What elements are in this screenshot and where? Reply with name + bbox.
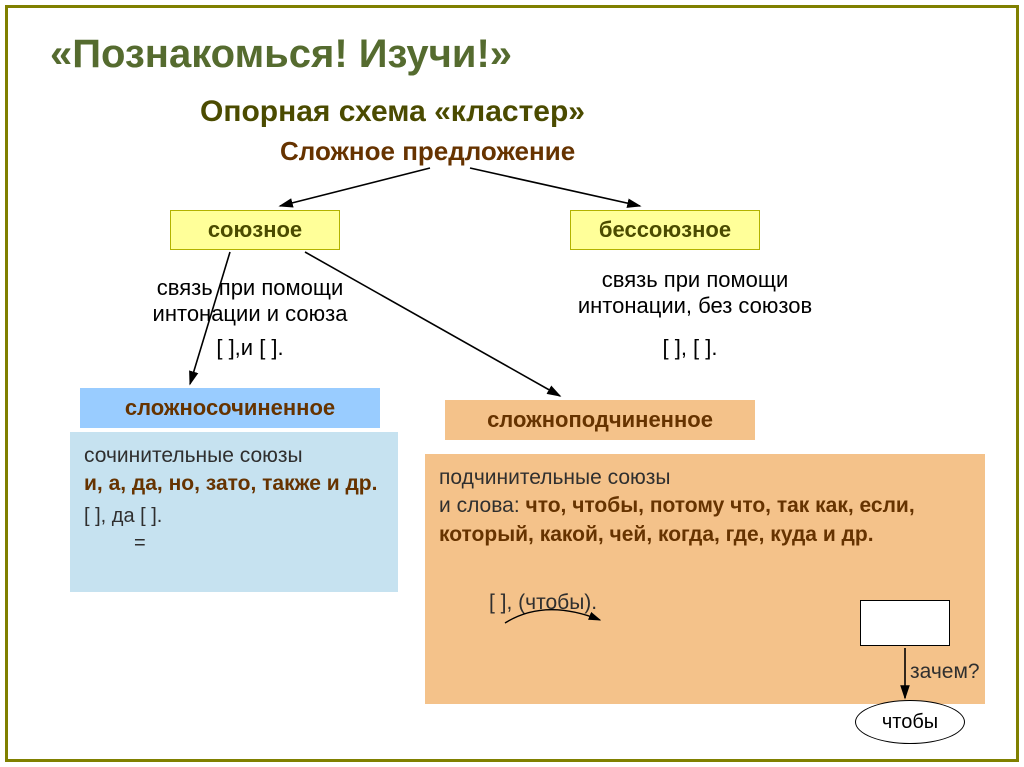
band-ssp: сложносочиненное (80, 388, 380, 428)
desc-nounion: связь при помощи интонации, без союзов (555, 267, 835, 319)
pattern-union: [ ],и [ ]. (150, 335, 350, 361)
band-spp: сложноподчиненное (445, 400, 755, 440)
spp-question: зачем? (910, 660, 980, 684)
heading: Сложное предложение (280, 136, 575, 167)
panel-ssp: сочинительные союзы и, а, да, но, зато, … (70, 432, 398, 592)
ssp-pattern: [ ], да [ ]. (84, 503, 384, 530)
desc-union: связь при помощи интонации и союза (120, 275, 380, 327)
subtitle: Опорная схема «кластер» (200, 95, 585, 129)
box-union: союзное (170, 210, 340, 250)
spp-answer-ellipse: чтобы (855, 700, 965, 744)
main-title: «Познакомься! Изучи!» (50, 32, 512, 77)
spp-line2-wrap: и слова: что, чтобы, потому что, так как… (439, 492, 971, 549)
ssp-eq: = (84, 530, 384, 557)
spp-line2: и слова: (439, 494, 526, 517)
ssp-bold: и, а, да, но, зато, также и др. (84, 470, 384, 498)
spp-line1: подчинительные союзы (439, 464, 971, 492)
box-nounion: бессоюзное (570, 210, 760, 250)
panel-spp: подчинительные союзы и слова: что, чтобы… (425, 454, 985, 704)
spp-mini-box (860, 600, 950, 646)
ssp-line1: сочинительные союзы (84, 442, 384, 470)
spp-answer: чтобы (882, 711, 938, 734)
pattern-nounion: [ ], [ ]. (590, 335, 790, 361)
